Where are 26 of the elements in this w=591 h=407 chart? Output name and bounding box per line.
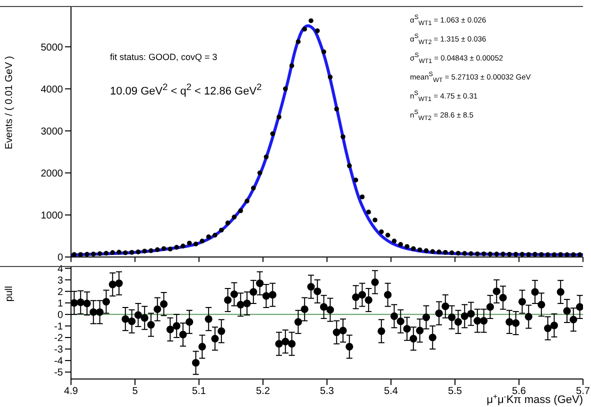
- y-tick-label: 5000: [40, 42, 64, 54]
- y-axis-title: pull: [4, 286, 15, 302]
- y-tick-label: 0: [57, 252, 64, 264]
- y-tick-label: -5: [54, 368, 64, 379]
- annotation: 10.09 GeV$^{2}$ < q$^{2}$ < 12.86 GeV$^{2}$: [110, 82, 262, 98]
- x-tick-label: 5.3: [320, 386, 334, 398]
- y-tick-label: 1000: [40, 210, 64, 222]
- y-tick-label: -1: [54, 322, 64, 333]
- y-tick-label: 1: [57, 298, 64, 310]
- y-tick-label: 4000: [40, 84, 64, 96]
- y-tick-label: 2000: [40, 168, 64, 180]
- x-tick-label: 5.4: [384, 386, 398, 398]
- y-tick-label: 0: [57, 310, 64, 321]
- x-tick-label: 5: [132, 386, 138, 398]
- annotation: fit status: GOOD, covQ = 3: [110, 52, 218, 62]
- y-tick-label: -4: [54, 356, 64, 368]
- y-tick-label: 3000: [40, 126, 64, 138]
- x-tick-label: 5.5: [448, 386, 462, 398]
- x-tick-label: 4.9: [64, 386, 78, 398]
- y-tick-label: -2: [54, 333, 64, 344]
- x-tick-label: 5.1: [192, 386, 206, 398]
- y-tick-label: 3: [57, 275, 64, 286]
- y-tick-label: 2: [57, 286, 64, 298]
- y-axis-title: Events / ( 0.01 GeV ): [4, 56, 15, 150]
- y-tick-label: -3: [54, 344, 64, 356]
- x-tick-label: 5.2: [256, 386, 270, 398]
